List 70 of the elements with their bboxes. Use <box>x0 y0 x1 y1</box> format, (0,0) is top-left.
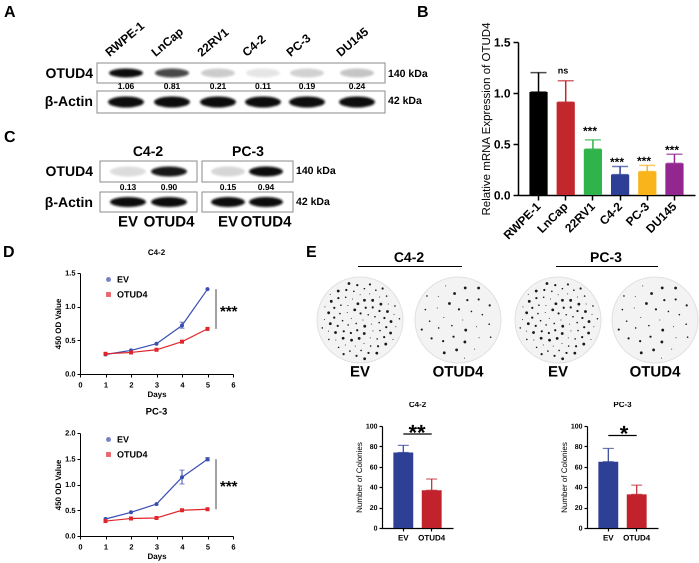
text: E <box>306 244 317 261</box>
data-label: 0.21 <box>210 80 226 91</box>
data-label: 0.15 <box>220 182 236 192</box>
data-label: 0.11 <box>254 80 272 91</box>
point <box>129 510 133 514</box>
point <box>104 519 108 524</box>
point <box>154 348 158 352</box>
data-label: 0.13 <box>120 182 136 192</box>
annotation: *** <box>664 142 680 156</box>
annotation: *** <box>220 478 238 496</box>
x-tick-label: OTUD4 <box>623 534 651 542</box>
y-axis-title: Number of Colonies <box>560 442 569 513</box>
text: A <box>4 4 16 21</box>
point <box>180 340 184 344</box>
text: β-Actin <box>44 93 93 109</box>
text: OTUD4 <box>46 65 93 81</box>
x-axis-title: Days <box>147 552 168 561</box>
point <box>180 508 184 512</box>
point <box>206 326 210 331</box>
point <box>154 516 158 520</box>
y-axis-title: Number of Colonies <box>354 442 364 513</box>
point <box>154 342 158 346</box>
legend-label: OTUD4 <box>117 450 148 460</box>
y-tick-label: 1.5 <box>494 36 511 50</box>
legend-label: OTUD4 <box>117 290 148 300</box>
text: PC-3 <box>232 143 264 159</box>
annotation: *** <box>220 304 238 320</box>
annotation: * <box>620 421 628 446</box>
text: β-Actin <box>44 194 93 210</box>
y-tick-label: 1.0 <box>494 86 511 100</box>
text: B <box>417 4 429 21</box>
chart-title: PC-3 <box>146 406 168 418</box>
text: 42 kDa <box>388 94 422 107</box>
x-tick-label: OTUD4 <box>418 534 446 542</box>
annotation: *** <box>636 154 652 168</box>
annotation: ns <box>558 66 568 76</box>
data-label: 0.90 <box>160 182 178 192</box>
point <box>180 475 184 480</box>
point <box>129 516 133 520</box>
x-axis-title: Days <box>147 390 168 399</box>
text: C4-2 <box>394 249 424 265</box>
point <box>206 507 210 512</box>
text: C4-2 <box>132 143 164 159</box>
y-axis-title: 450 OD Value <box>54 298 64 350</box>
text: 42 kDa <box>296 196 330 208</box>
data-label: 0.19 <box>298 80 316 91</box>
legend-label: EV <box>117 274 130 284</box>
point <box>154 502 158 506</box>
chart-title: C4-2 <box>148 248 166 257</box>
y-axis-title: 450 OD Value <box>54 459 64 510</box>
y-tick-label: 0.0 <box>494 188 511 202</box>
text: PC-3 <box>590 249 622 265</box>
annotation: *** <box>610 155 624 169</box>
data-label: 0.24 <box>348 80 366 91</box>
legend-label: EV <box>117 434 130 444</box>
x-tick-label: EV <box>602 534 614 542</box>
data-label: 1.06 <box>118 80 134 91</box>
text: OTUD4 <box>46 163 93 179</box>
text: C <box>4 129 16 146</box>
y-tick-label: 0.5 <box>494 138 511 152</box>
data-label: 0.81 <box>164 80 180 91</box>
x-tick-label: EV <box>398 534 410 542</box>
data-label: 0.94 <box>258 182 274 192</box>
annotation: *** <box>582 124 598 138</box>
text: 140 kDa <box>388 68 428 80</box>
point <box>206 287 210 292</box>
text: 140 kDa <box>296 164 336 177</box>
text: D <box>3 244 15 261</box>
annotation: ** <box>408 420 426 444</box>
y-axis-title: Relative mRNA Expression of OTUD4 <box>480 22 493 216</box>
